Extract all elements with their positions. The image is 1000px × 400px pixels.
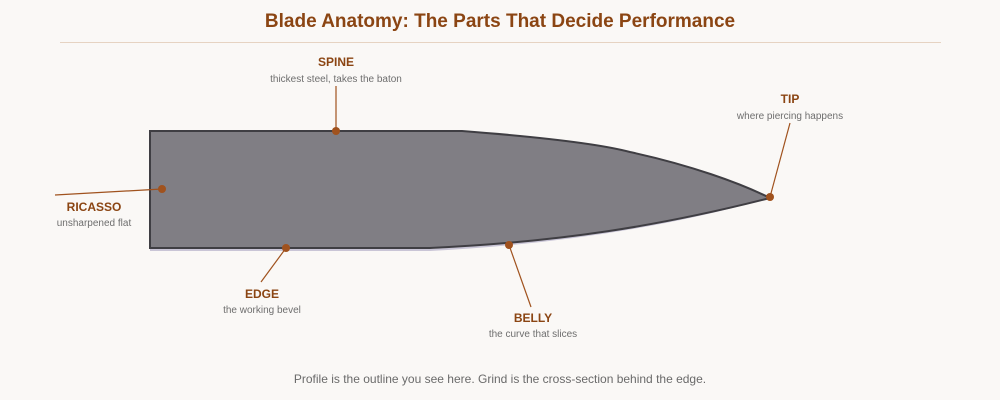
title-divider [60,42,941,43]
spine-description: thickest steel, takes the baton [270,74,402,85]
ricasso-marker [158,185,166,193]
edge-leader-line [260,247,287,283]
edge-callout: EDGE the working bevel [223,244,301,316]
belly-label: BELLY [514,311,552,325]
edge-label: EDGE [245,287,279,301]
belly-callout: BELLY the curve that slices [489,241,577,340]
tip-description: where piercing happens [736,111,843,122]
edge-marker [282,244,290,252]
tip-leader-line [769,122,791,198]
ricasso-label: RICASSO [67,200,122,214]
blade-profile [149,130,773,249]
edge-description: the working bevel [223,305,301,316]
belly-marker [505,241,513,249]
ricasso-description: unsharpened flat [57,218,132,229]
spine-callout: SPINE thickest steel, takes the baton [270,55,402,135]
tip-callout: TIP where piercing happens [736,92,843,201]
ricasso-callout: RICASSO unsharpened flat [54,185,166,229]
spine-label: SPINE [318,55,354,69]
tip-label: TIP [781,92,800,106]
tip-marker [766,193,774,201]
spine-marker [332,127,340,135]
belly-leader-line [508,244,532,308]
page-title: Blade Anatomy: The Parts That Decide Per… [264,11,736,32]
diagram-caption: Profile is the outline you see here. Gri… [293,372,707,386]
ricasso-leader-line [54,188,163,196]
belly-description: the curve that slices [489,329,577,340]
